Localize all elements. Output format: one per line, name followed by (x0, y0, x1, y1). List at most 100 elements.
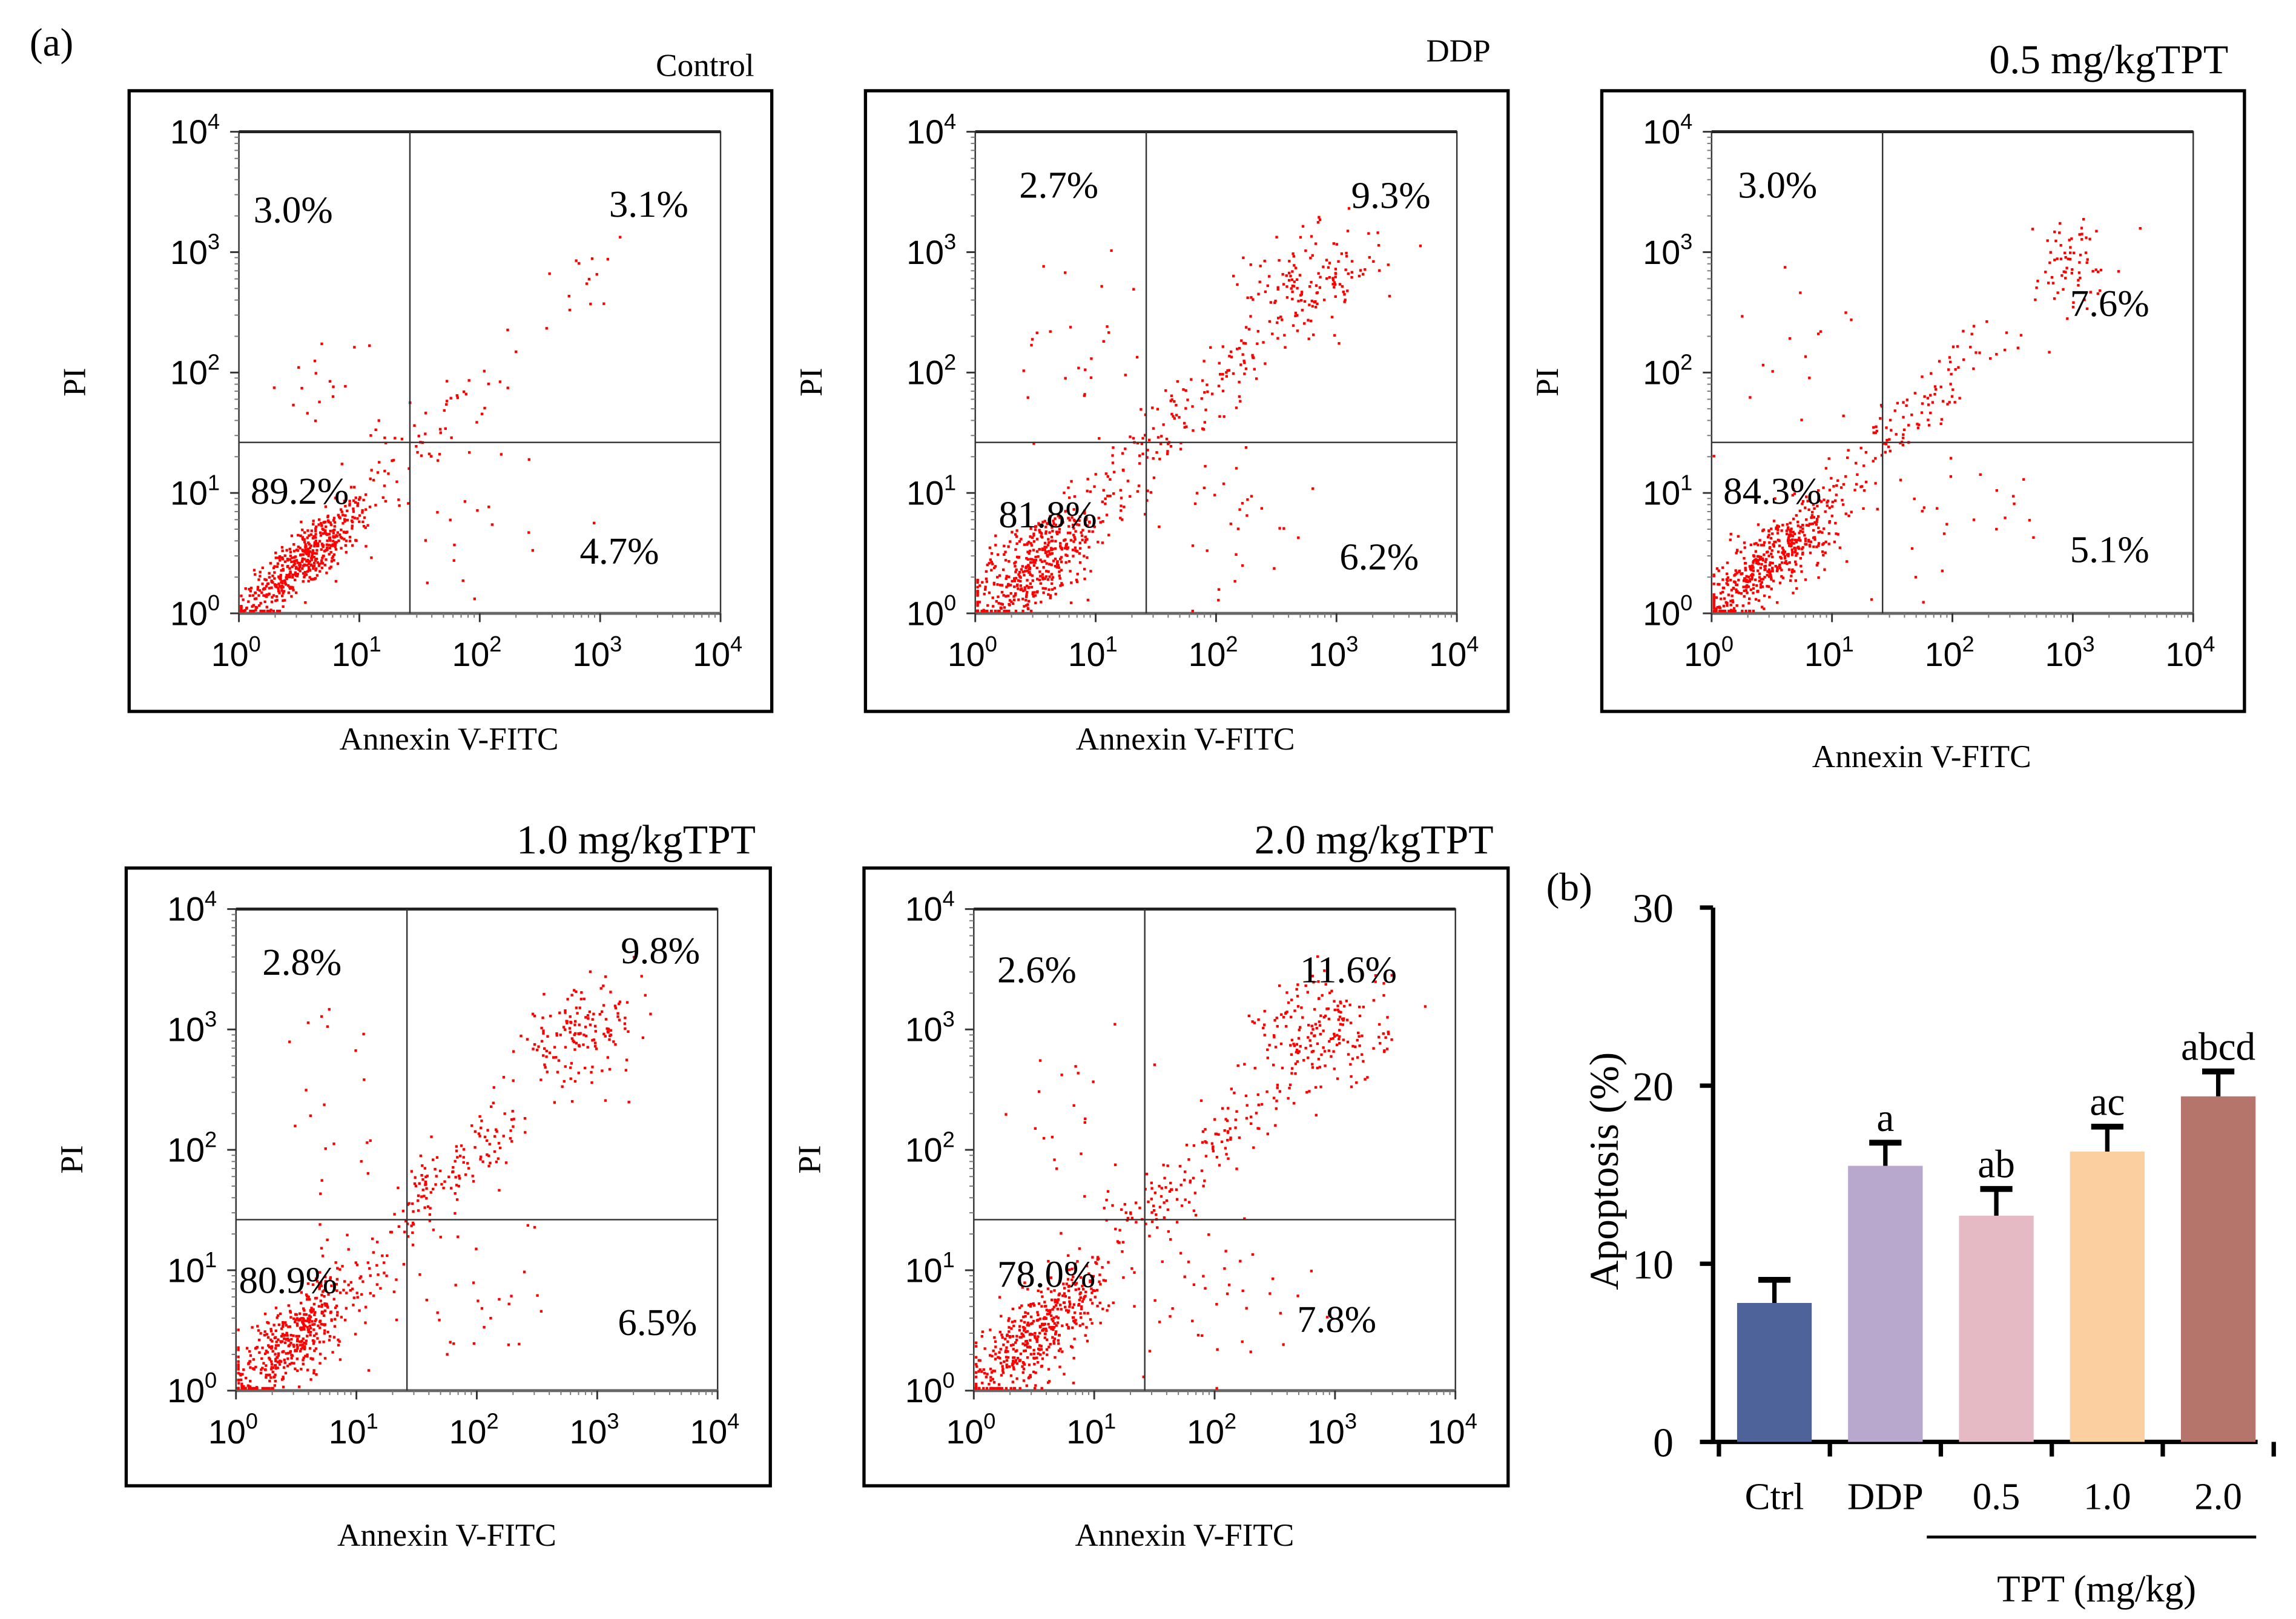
scatter-point (1052, 559, 1055, 562)
scatter-point (1003, 609, 1006, 613)
flow-panel-2: 0.5 mg/kgTPT1001001011011021021031031041… (1529, 37, 2246, 774)
scatter-point (1792, 542, 1795, 545)
scatter-point (1035, 1356, 1038, 1359)
scatter-point (402, 1263, 406, 1266)
scatter-point (1244, 342, 1247, 345)
bar-ctrl (1737, 1303, 1812, 1442)
scatter-point (1752, 587, 1755, 590)
scatter-point (1295, 278, 1299, 281)
scatter-point (1344, 268, 1347, 271)
scatter-point (1164, 389, 1167, 392)
scatter-point (1827, 532, 1830, 535)
scatter-point (580, 991, 583, 994)
scatter-point (1084, 368, 1087, 371)
scatter-point (1740, 573, 1743, 576)
scatter-point (1776, 566, 1779, 569)
scatter-point (2004, 516, 2007, 519)
scatter-point (1133, 1271, 1136, 1274)
scatter-point (1319, 1032, 1322, 1036)
scatter-point (1079, 1296, 1082, 1299)
scatter-point (1322, 298, 1326, 302)
scatter-point (237, 1360, 240, 1363)
scatter-point (332, 385, 335, 388)
scatter-point (1024, 1314, 1027, 1318)
scatter-point (569, 1020, 572, 1024)
scatter-point (240, 1385, 243, 1388)
scatter-point (1259, 265, 1262, 268)
scatter-point (1063, 539, 1066, 542)
scatter-point (288, 1040, 291, 1043)
scatter-point (1749, 578, 1752, 581)
scatter-point (412, 1210, 415, 1213)
scatter-point (449, 518, 452, 521)
scatter-point (1910, 414, 1913, 417)
scatter-point (2053, 230, 2056, 234)
scatter-point (1191, 1319, 1194, 1322)
scatter-point (1311, 1063, 1314, 1066)
scatter-point (1138, 1206, 1141, 1210)
plot-area (235, 908, 719, 1392)
scatter-point (342, 530, 346, 533)
scatter-point (2139, 226, 2142, 230)
scatter-point (1083, 509, 1086, 512)
scatter-point (1249, 315, 1252, 318)
scatter-point (999, 1348, 1002, 1351)
scatter-point (1009, 1336, 1012, 1339)
scatter-point (1741, 609, 1744, 613)
scatter-point (1024, 595, 1028, 598)
scatter-point (237, 1371, 240, 1374)
scatter-point (1009, 1374, 1013, 1377)
scatter-point (1234, 1118, 1237, 1121)
scatter-point (416, 450, 419, 454)
scatter-point (256, 1387, 259, 1390)
scatter-point (1120, 504, 1123, 507)
scatter-point (1047, 570, 1050, 573)
scatter-point (1351, 1057, 1354, 1060)
scatter-point (1778, 544, 1781, 547)
scatter-point (1213, 1118, 1216, 1121)
scatter-point (271, 1370, 274, 1374)
scatter-point (1202, 360, 1206, 363)
scatter-point (1047, 1380, 1051, 1383)
scatter-point (1285, 991, 1288, 994)
scatter-point (291, 576, 294, 579)
panel-title: Control (656, 48, 754, 84)
x-tick-label: 101 (329, 1409, 378, 1451)
scatter-point (248, 1350, 251, 1353)
scatter-point (1169, 1181, 1172, 1185)
scatter-point (1106, 475, 1109, 478)
scatter-point (1070, 1267, 1074, 1271)
scatter-point (1048, 553, 1051, 556)
quadrant-label-lower-right: 7.8% (1297, 1298, 1376, 1340)
y-tick-label: 101 (167, 1247, 217, 1289)
scatter-point (320, 1322, 323, 1326)
scatter-point (327, 1293, 330, 1296)
scatter-point (326, 1306, 329, 1309)
scatter-point (1314, 1023, 1318, 1026)
scatter-point (381, 1254, 384, 1258)
scatter-point (277, 1354, 280, 1357)
scatter-point (1189, 1181, 1192, 1184)
scatter-point (1055, 562, 1059, 565)
scatter-point (1787, 568, 1791, 571)
scatter-point (1183, 1170, 1187, 1173)
scatter-point (447, 1175, 450, 1179)
scatter-point (262, 1362, 265, 1365)
scatter-point (247, 1362, 251, 1365)
scatter-point (270, 1366, 273, 1369)
scatter-point (307, 555, 310, 558)
scatter-point (311, 1283, 315, 1286)
scatter-point (1033, 1362, 1036, 1366)
scatter-point (345, 1307, 348, 1310)
scatter-point (452, 1166, 455, 1169)
scatter-point (328, 536, 331, 539)
scatter-point (1067, 1268, 1071, 1271)
scatter-point (640, 975, 643, 978)
scatter-point (449, 397, 452, 400)
scatter-point (1189, 1179, 1192, 1182)
scatter-point (1255, 1112, 1258, 1115)
scatter-point (1862, 464, 1866, 467)
scatter-point (1318, 216, 1321, 219)
scatter-point (1091, 1256, 1094, 1259)
scatter-point (1000, 1314, 1003, 1317)
